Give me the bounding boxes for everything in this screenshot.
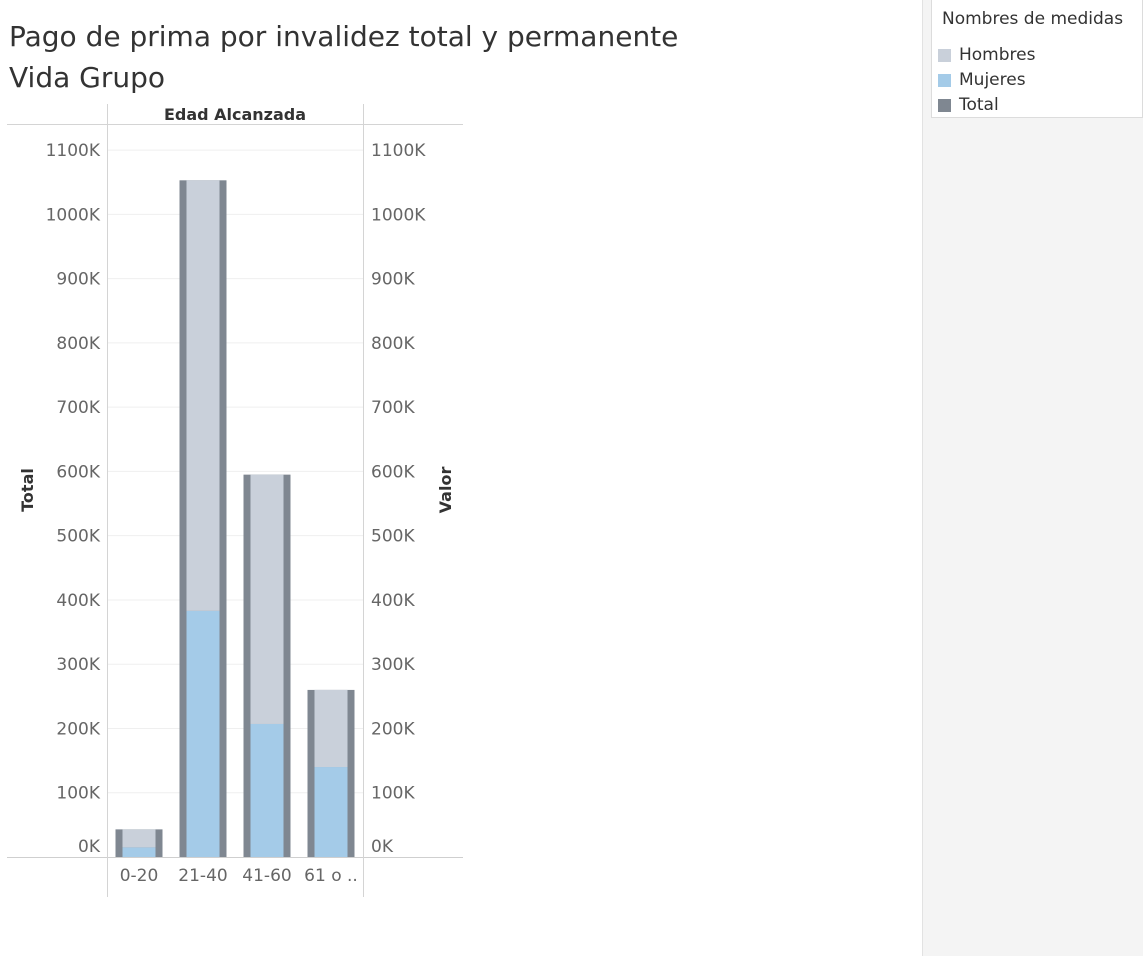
bar-mujeres	[250, 723, 284, 857]
total-swatch	[938, 99, 951, 112]
y-tick-right: 100K	[371, 784, 415, 804]
bar-mujeres	[186, 610, 220, 857]
bar-hombres	[122, 829, 156, 848]
bars	[115, 180, 355, 857]
legend-title: Nombres de medidas	[942, 9, 1124, 29]
y-tick-right: 900K	[371, 270, 415, 290]
y-tick-left: 900K	[56, 270, 100, 290]
axis-ticks: 0K 0K 100K 100K 200K 200K 300K 300K 400K 400K 500K…	[46, 141, 427, 886]
bar-mujeres	[314, 767, 348, 857]
gridlines	[107, 149, 363, 794]
y-tick-left: 500K	[56, 527, 100, 547]
y-tick-right: 700K	[371, 398, 415, 418]
bar-hombres	[250, 474, 284, 724]
y-tick-right: 500K	[371, 527, 415, 547]
y-tick-right: 200K	[371, 719, 415, 739]
chart-title: Pago de prima por invalidez total y perm…	[9, 16, 678, 98]
side-panel	[922, 0, 1143, 956]
y-tick-right: 600K	[371, 462, 415, 482]
title-line-2: Vida Grupo	[9, 61, 166, 94]
y-tick-left: 300K	[56, 655, 100, 675]
y-tick-left: 400K	[56, 591, 100, 611]
legend-label: Total	[959, 95, 999, 115]
y-tick-left: 200K	[56, 719, 100, 739]
legend[interactable]: Nombres de medidas Hombres Mujeres Total	[931, 0, 1143, 118]
y-tick-right: 1100K	[371, 141, 426, 161]
y-tick-right: 1000K	[371, 205, 426, 225]
bar-mujeres	[122, 847, 156, 857]
chart-frame	[7, 104, 463, 897]
y-tick-right: 0K	[371, 837, 394, 857]
y-tick-left: 800K	[56, 334, 100, 354]
legend-label: Hombres	[959, 45, 1036, 65]
y-tick-left: 0K	[78, 837, 101, 857]
x-tick-label: 0-20	[120, 866, 159, 886]
x-tick-label: 61 o ..	[304, 866, 358, 886]
y-tick-right: 400K	[371, 591, 415, 611]
mujeres-swatch	[938, 74, 951, 87]
y-tick-left: 100K	[56, 784, 100, 804]
y-tick-left: 700K	[56, 398, 100, 418]
y-tick-left: 1000K	[46, 205, 101, 225]
y-tick-right: 800K	[371, 334, 415, 354]
hombres-swatch	[938, 49, 951, 62]
bar-chart: 0K 0K 100K 100K 200K 200K 300K 300K 400K 400K 500K…	[7, 104, 463, 897]
left-axis-label: Total	[18, 468, 37, 512]
x-tick-label: 41-60	[242, 866, 291, 886]
x-tick-label: 21-40	[178, 866, 227, 886]
title-line-1: Pago de prima por invalidez total y perm…	[9, 20, 679, 53]
y-tick-right: 300K	[371, 655, 415, 675]
bar-hombres	[314, 689, 348, 768]
column-header: Edad Alcanzada	[164, 105, 306, 124]
legend-label: Mujeres	[959, 70, 1026, 90]
bar-hombres	[186, 180, 220, 611]
y-tick-left: 1100K	[46, 141, 101, 161]
right-axis-label: Valor	[436, 467, 455, 514]
y-tick-left: 600K	[56, 462, 100, 482]
